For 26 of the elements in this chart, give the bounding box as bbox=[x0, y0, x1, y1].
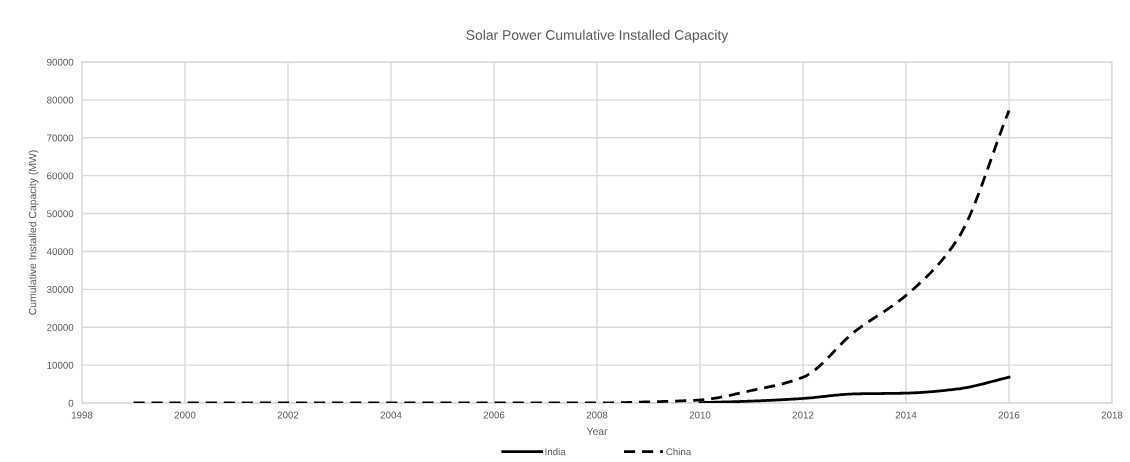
x-tick-label: 2012 bbox=[792, 411, 814, 419]
x-tick-label: 2008 bbox=[586, 411, 608, 419]
legend-label: China bbox=[666, 448, 692, 456]
x-tick-label: 2000 bbox=[174, 411, 196, 419]
y-tick-label: 60000 bbox=[47, 172, 74, 180]
chart-title: Solar Power Cumulative Installed Capacity bbox=[466, 29, 729, 43]
x-tick-label: 2018 bbox=[1101, 411, 1123, 419]
x-tick-label: 2002 bbox=[277, 411, 299, 419]
y-tick-label: 90000 bbox=[47, 58, 74, 66]
x-tick-label: 2010 bbox=[689, 411, 711, 419]
x-tick-label: 2016 bbox=[998, 411, 1020, 419]
y-tick-label: 0 bbox=[68, 399, 74, 407]
x-tick-label: 1998 bbox=[71, 411, 93, 419]
y-tick-label: 40000 bbox=[46, 248, 74, 256]
x-tick-label: 2004 bbox=[380, 411, 402, 419]
y-tick-label: 10000 bbox=[47, 361, 74, 369]
y-tick-label: 20000 bbox=[47, 323, 74, 331]
x-tick-label: 2014 bbox=[895, 411, 917, 419]
y-axis-title: Cumulative Installed Capacity (MW) bbox=[28, 150, 39, 315]
x-axis-title: Year bbox=[586, 427, 608, 435]
y-tick-label: 30000 bbox=[47, 286, 74, 293]
x-tick-label: 2006 bbox=[483, 411, 505, 419]
legend-label: India bbox=[545, 448, 566, 456]
y-tick-label: 70000 bbox=[47, 134, 74, 142]
y-tick-label: 80000 bbox=[47, 96, 74, 104]
y-tick-label: 50000 bbox=[47, 210, 74, 218]
